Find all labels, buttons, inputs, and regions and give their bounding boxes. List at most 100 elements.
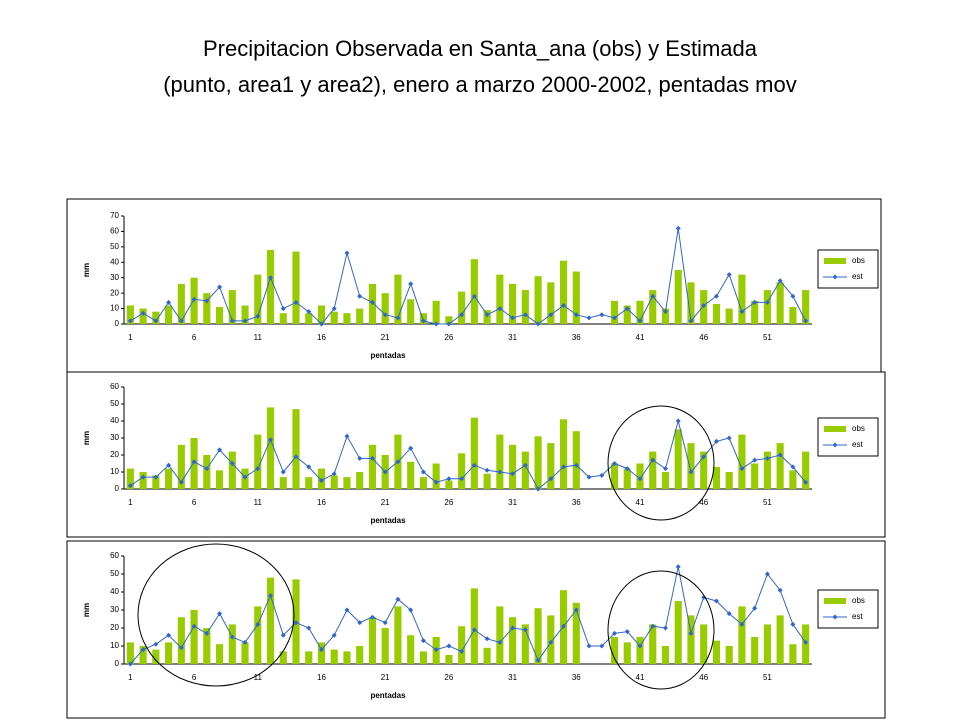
- marker: [803, 479, 809, 485]
- marker: [217, 447, 223, 453]
- bar: [470, 417, 478, 489]
- marker: [510, 315, 516, 321]
- marker: [318, 647, 324, 653]
- bar: [126, 305, 134, 324]
- marker: [446, 643, 452, 649]
- marker: [293, 620, 299, 626]
- x-tick-label: 26: [444, 498, 453, 507]
- bar: [712, 303, 721, 324]
- bar: [254, 434, 262, 489]
- bar: [330, 475, 338, 489]
- marker: [612, 630, 618, 636]
- marker: [357, 620, 363, 626]
- marker: [127, 661, 133, 667]
- x-tick-label: 26: [444, 333, 453, 342]
- bar: [483, 473, 491, 489]
- marker: [548, 476, 554, 482]
- marker: [484, 636, 490, 642]
- marker: [204, 466, 210, 472]
- bar: [496, 274, 504, 324]
- marker: [599, 472, 605, 478]
- bar: [241, 305, 249, 324]
- x-tick-label: 6: [192, 333, 197, 342]
- bar: [610, 463, 619, 489]
- y-tick-label: 30: [110, 273, 119, 282]
- marker: [191, 459, 197, 465]
- bar: [712, 640, 721, 664]
- marker: [522, 627, 528, 633]
- marker: [153, 641, 159, 647]
- bar: [725, 308, 733, 324]
- bar: [139, 472, 147, 489]
- marker: [586, 315, 592, 321]
- marker: [178, 479, 184, 485]
- marker: [764, 455, 770, 461]
- marker: [624, 629, 630, 635]
- bar: [661, 472, 670, 489]
- x-tick-label: 21: [381, 498, 390, 507]
- bar: [789, 644, 797, 664]
- bar: [279, 313, 287, 324]
- bar: [356, 472, 364, 489]
- bar: [343, 313, 351, 324]
- y-tick-label: 40: [110, 587, 119, 596]
- marker: [140, 310, 146, 316]
- bar: [559, 260, 568, 324]
- bar: [496, 606, 504, 664]
- marker: [713, 293, 719, 299]
- legend-label: est: [852, 272, 863, 281]
- marker: [662, 466, 668, 472]
- bar: [292, 251, 300, 324]
- bar: [559, 419, 568, 489]
- highlight-ellipse: [607, 405, 715, 521]
- marker: [726, 272, 732, 278]
- bar: [496, 434, 504, 489]
- marker: [599, 312, 605, 318]
- bar: [636, 637, 644, 664]
- bar: [572, 602, 580, 664]
- marker: [752, 605, 758, 611]
- bar: [470, 259, 478, 324]
- marker: [178, 318, 184, 324]
- marker: [280, 306, 286, 312]
- marker: [561, 623, 567, 629]
- y-tick-label: 30: [110, 433, 119, 442]
- y-tick-label: 0: [115, 319, 120, 328]
- marker: [433, 321, 439, 327]
- bar: [649, 290, 657, 324]
- bar: [509, 617, 517, 664]
- y-tick-label: 0: [115, 484, 120, 493]
- x-tick-label: 1: [128, 333, 133, 342]
- bar: [407, 635, 415, 664]
- x-tick-label: 36: [572, 673, 581, 682]
- marker: [612, 461, 618, 466]
- marker: [153, 318, 159, 324]
- marker: [191, 623, 197, 629]
- marker: [446, 476, 452, 482]
- bar: [419, 477, 427, 489]
- x-tick-label: 51: [763, 498, 772, 507]
- bar: [509, 444, 517, 489]
- marker: [586, 474, 592, 480]
- marker: [497, 306, 503, 312]
- bar: [432, 300, 440, 324]
- x-tick-label: 6: [192, 673, 197, 682]
- bar: [305, 313, 313, 324]
- y-tick-label: 40: [110, 416, 119, 425]
- marker: [522, 312, 528, 318]
- marker: [306, 464, 312, 470]
- bar: [534, 276, 542, 324]
- bar: [623, 305, 631, 324]
- x-tick-label: 16: [317, 673, 326, 682]
- marker: [471, 462, 477, 468]
- marker: [739, 466, 745, 472]
- legend-marker: [832, 614, 838, 620]
- marker: [510, 625, 516, 631]
- legend-swatch: [824, 258, 846, 264]
- bar: [802, 290, 810, 324]
- bar: [419, 651, 427, 664]
- bar: [152, 475, 160, 489]
- marker: [484, 312, 490, 318]
- bar: [165, 642, 173, 664]
